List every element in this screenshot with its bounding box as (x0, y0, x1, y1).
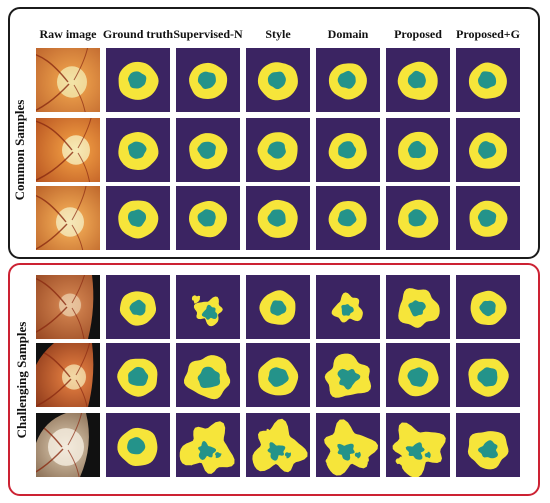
challenging-row-3-mask-proposed (386, 413, 450, 477)
challenging-samples-label: Challenging Samples (14, 321, 29, 439)
supervised-n-header: Supervised-N (173, 27, 243, 41)
challenging-row-1-mask-supervised-n (176, 275, 240, 339)
common-row-2-raw-image (36, 118, 100, 182)
challenging-row-1-mask-proposed (386, 275, 450, 339)
raw-image-header: Raw image (39, 27, 97, 41)
style-header: Style (265, 27, 291, 41)
common-row-3-mask-proposed (386, 186, 450, 250)
common-row-2-mask-style (246, 118, 310, 182)
common-row-3-mask-domain (316, 186, 380, 250)
challenging-samples-panel (8, 263, 540, 496)
challenging-row-1-mask-proposed-g (456, 275, 520, 339)
common-row-1-raw-image (36, 48, 100, 112)
challenging-row-3-mask-domain (316, 413, 380, 477)
common-row-2-mask-proposed (386, 118, 450, 182)
common-row-2-mask-supervised-n (176, 118, 240, 182)
proposed-header: Proposed (394, 27, 442, 41)
common-row-1-mask-proposed (386, 48, 450, 112)
challenging-row-2-mask-proposed (386, 343, 450, 407)
challenging-row-3-raw-image (36, 413, 100, 477)
common-row-1-mask-supervised-n (176, 48, 240, 112)
challenging-row-2-mask-domain (316, 343, 380, 407)
challenging-row-1-mask-domain (316, 275, 380, 339)
challenging-row-2-mask-proposed-g (456, 343, 520, 407)
common-row-3-mask-ground-truth (106, 186, 170, 250)
challenging-row-3-mask-style (246, 413, 310, 477)
ground-truth-header: Ground truth (102, 27, 174, 41)
common-row-3-raw-image (36, 186, 100, 250)
common-row-1-mask-proposed-g (456, 48, 520, 112)
challenging-row-3-mask-supervised-n (176, 413, 240, 477)
common-row-3-mask-supervised-n (176, 186, 240, 250)
challenging-row-2-mask-ground-truth (106, 343, 170, 407)
challenging-row-2-mask-style (246, 343, 310, 407)
challenging-row-1-mask-ground-truth (106, 275, 170, 339)
common-row-1-mask-domain (316, 48, 380, 112)
common-row-3-mask-style (246, 186, 310, 250)
common-samples-panel (8, 7, 540, 259)
challenging-row-2-mask-supervised-n (176, 343, 240, 407)
challenging-row-2-raw-image (36, 343, 100, 407)
challenging-row-1-mask-style (246, 275, 310, 339)
challenging-row-1-raw-image (36, 275, 100, 339)
proposed-g-header: Proposed+G (456, 27, 520, 41)
challenging-row-3-mask-ground-truth (106, 413, 170, 477)
common-samples-label: Common Samples (12, 99, 27, 201)
common-row-2-mask-proposed-g (456, 118, 520, 182)
common-row-2-mask-domain (316, 118, 380, 182)
common-row-2-mask-ground-truth (106, 118, 170, 182)
challenging-row-3-mask-proposed-g (456, 413, 520, 477)
common-row-3-mask-proposed-g (456, 186, 520, 250)
common-row-1-mask-ground-truth (106, 48, 170, 112)
domain-header: Domain (327, 27, 369, 41)
common-row-1-mask-style (246, 48, 310, 112)
